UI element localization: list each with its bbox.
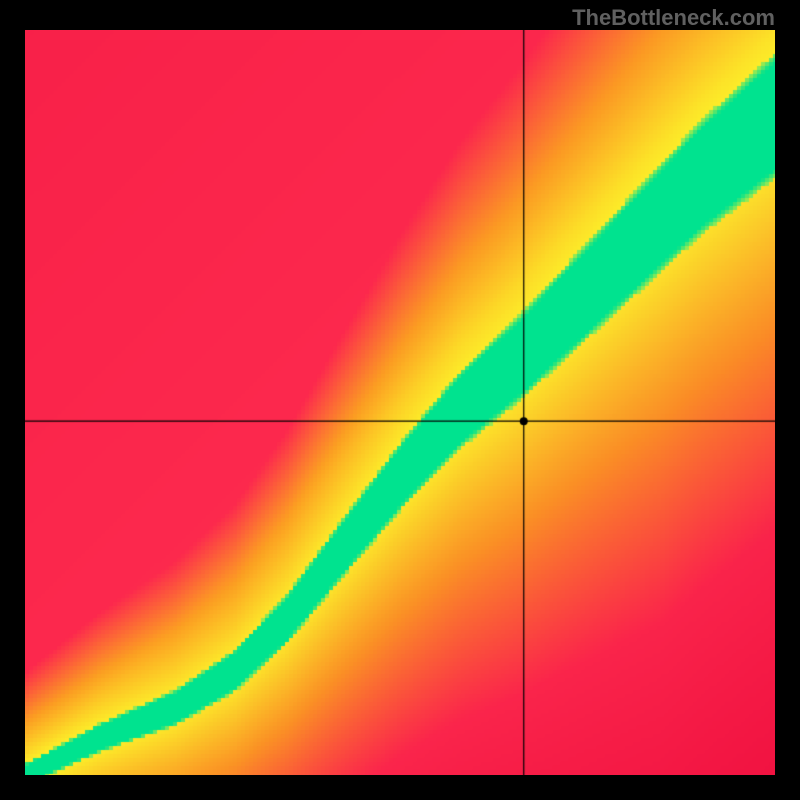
heatmap-canvas [25, 30, 775, 775]
heatmap-plot [25, 30, 775, 775]
watermark-text: TheBottleneck.com [572, 5, 775, 31]
